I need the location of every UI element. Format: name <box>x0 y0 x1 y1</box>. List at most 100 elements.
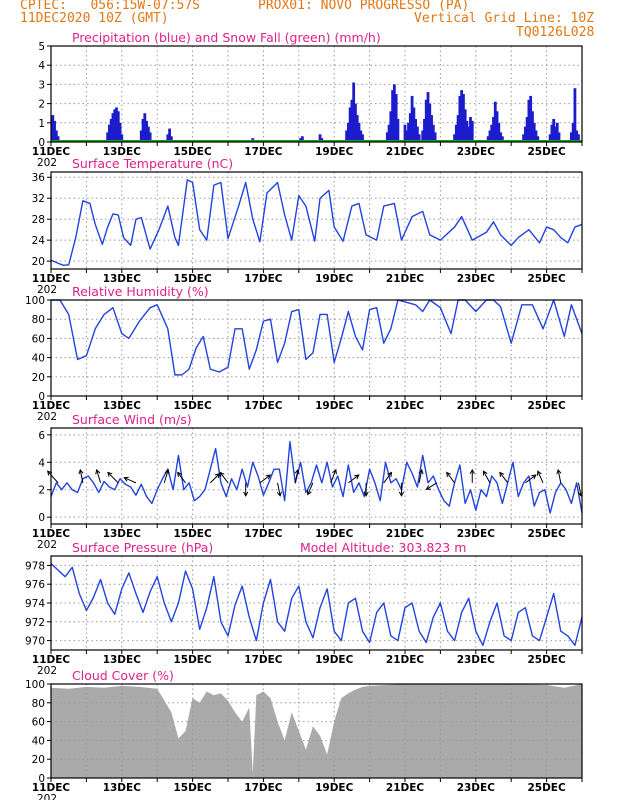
header-line2-right: Vertical Grid Line: 10Z <box>414 11 595 26</box>
wind-arrow <box>577 482 582 496</box>
precip-bar <box>497 122 501 142</box>
precip-bar <box>460 90 464 142</box>
cloud-cover-area <box>51 684 582 778</box>
wind-arrow-head <box>306 490 312 496</box>
precip-bar <box>120 134 124 142</box>
wind-xtick-label: 21DEC <box>386 528 425 540</box>
precip-bar <box>113 109 117 142</box>
precip-bar <box>141 118 145 142</box>
wind-arrow-head <box>425 485 431 490</box>
precip-bar <box>529 95 533 142</box>
wind-arrow <box>259 474 271 484</box>
precip-frame <box>50 45 583 143</box>
precip-bar <box>486 136 490 142</box>
precip-ytick-label: 2 <box>38 99 45 111</box>
wind-arrow-head <box>107 471 113 477</box>
precip-xtick-label: 21DEC <box>386 146 425 158</box>
precip-panel: 0 1 2 3 4 5 11DEC 13DEC 15DEC 17DEC 19DEC 21DEC 23DE… <box>32 30 583 169</box>
rh-ytick-label: 80 <box>32 314 45 326</box>
rh-ytick-label: 0 <box>38 391 45 403</box>
wind-arrow <box>348 474 360 484</box>
wind-arrow <box>107 472 119 484</box>
rh-panel: 0 20 40 60 80 100 11DEC 13DEC 15DEC 17DEC 19DEC 21D… <box>25 284 583 423</box>
wind-ytick-label: 4 <box>38 457 45 469</box>
pressure-xtick-label: 15DEC <box>173 654 212 666</box>
precip-bar <box>573 88 577 142</box>
precip-bar <box>492 117 495 142</box>
wind-arrow-head <box>531 474 537 480</box>
precip-xtick-label: 23DEC <box>457 146 496 158</box>
wind-arrow-head <box>294 468 300 475</box>
temp-xtick-label: 23DEC <box>457 273 496 285</box>
wind-xtick-label: 23DEC <box>457 528 496 540</box>
precip-bar <box>169 136 173 142</box>
pressure-ytick-label: 974 <box>25 598 45 610</box>
precip-bar <box>54 130 58 142</box>
precip-bar <box>361 134 364 142</box>
cloud-frame <box>50 683 583 779</box>
wind-xtick-label: 13DEC <box>103 528 142 540</box>
precip-bar <box>352 82 356 142</box>
wind-arrow <box>426 482 438 490</box>
temp-xtick-label: 21DEC <box>386 273 425 285</box>
precip-bar <box>396 118 400 142</box>
precip-bar <box>146 126 150 142</box>
precip-bar <box>108 124 111 142</box>
wind-arrow-head <box>332 468 337 475</box>
precip-bar <box>116 111 120 142</box>
wind-arrow <box>79 469 84 483</box>
precip-bar <box>490 124 494 142</box>
cloud-ytick-label: 80 <box>32 698 45 710</box>
precip-bar <box>106 132 110 142</box>
cloud-xtick-label: 13DEC <box>103 782 142 794</box>
pressure-title: Surface Pressure (hPa) <box>72 540 213 555</box>
rh-ytick-label: 100 <box>25 295 45 307</box>
temp-xtick-label: 25DEC <box>527 273 566 285</box>
pressure-ytick-label: 972 <box>25 617 45 629</box>
precip-bar <box>417 134 421 142</box>
wind-xtick-label: 25DEC <box>527 528 566 540</box>
precip-bar <box>527 99 531 142</box>
precip-bar <box>53 120 56 142</box>
precip-xtick-label: 15DEC <box>173 146 212 158</box>
temp-xtick-label: 17DEC <box>244 273 283 285</box>
precip-xtick-label: 17DEC <box>244 146 283 158</box>
precip-bar <box>405 130 409 142</box>
precip-bar <box>456 115 460 142</box>
precip-bar <box>531 111 534 142</box>
wind-title: Surface Wind (m/s) <box>72 412 192 427</box>
wind-arrow <box>307 482 314 495</box>
precip-bar <box>424 99 428 142</box>
precip-bar <box>143 113 147 142</box>
wind-arrow-head <box>499 471 505 477</box>
wind-arrow-head <box>214 473 221 479</box>
wind-arrow-head <box>363 491 369 497</box>
precip-bar <box>168 128 171 142</box>
wind-arrow-head <box>219 471 225 477</box>
wind-arrow-head <box>469 468 475 475</box>
wind-xtick-label: 11DEC <box>32 528 71 540</box>
precip-bar <box>345 130 348 142</box>
wind-xtick-label: 15DEC <box>173 528 212 540</box>
precip-ytick-label: 3 <box>38 79 45 91</box>
wind-arrow <box>499 472 509 484</box>
precip-ytick-label: 0 <box>38 137 45 149</box>
precip-bar <box>348 107 352 142</box>
precip-bar <box>458 95 462 142</box>
cloud-ytick-label: 20 <box>32 754 45 766</box>
pressure-ytick-label: 970 <box>25 636 45 648</box>
temp-xtick-label: 19DEC <box>315 273 354 285</box>
precip-bar <box>415 126 419 142</box>
precip-bar <box>555 122 559 142</box>
pressure-xtick-label: 17DEC <box>244 654 283 666</box>
precip-bar <box>359 130 363 142</box>
cloud-ytick-label: 60 <box>32 717 45 729</box>
precip-bar <box>465 120 469 142</box>
wind-arrow-head <box>177 471 183 477</box>
precip-bar <box>385 132 389 142</box>
precip-bar <box>389 111 393 142</box>
precip-bar <box>534 130 538 142</box>
precip-title: Precipitation (blue) and Snow Fall (gree… <box>72 30 381 45</box>
precip-bar <box>403 124 407 142</box>
header-line3-right: TQ0126L028 <box>516 25 595 40</box>
